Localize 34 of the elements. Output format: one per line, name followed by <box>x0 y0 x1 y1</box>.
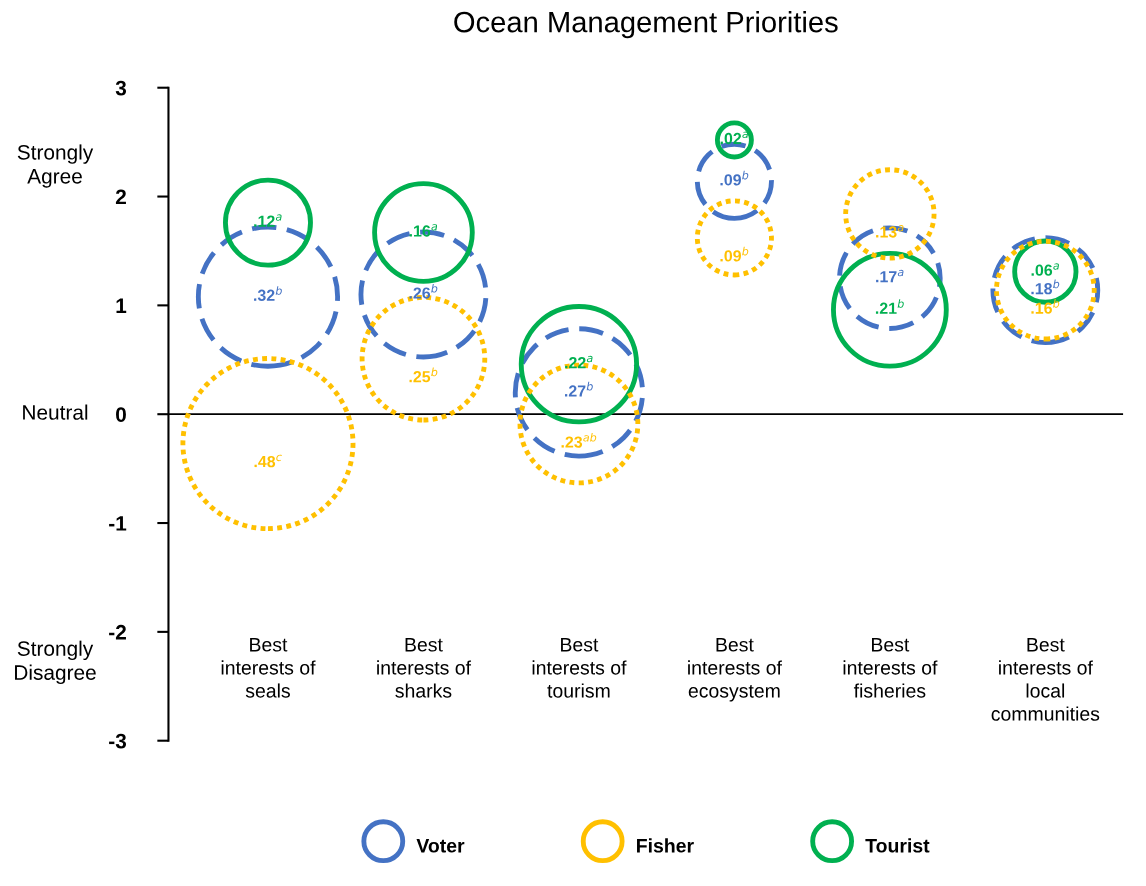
y-tick-label: 0 <box>116 407 126 422</box>
y-tick-label: -3 <box>109 733 127 749</box>
annotation: .23$^{ab}$ <box>561 432 597 448</box>
x-tick-label: Best interests of local communities <box>991 638 1100 721</box>
y-tick-label: 2 <box>115 189 126 205</box>
x-tick-label: Best interests of sharks <box>377 638 472 698</box>
y-tick-label: -1 <box>109 516 127 531</box>
annotation: .09$^{b}$ <box>720 170 749 186</box>
text: Strongly Agree <box>17 144 94 188</box>
annotation: .09$^{b}$ <box>720 246 749 262</box>
legend-label: Fisher <box>637 838 694 853</box>
annotation: .21$^{b}$ <box>875 299 904 314</box>
annotation: .25$^{b}$ <box>409 367 438 383</box>
text: Strongly Disagree <box>15 640 96 685</box>
x-tick-label: Best interests of tourism <box>532 638 627 698</box>
annotation: .26$^{b}$ <box>409 283 438 299</box>
legend-label: Voter <box>416 839 465 853</box>
y-tick-label: 3 <box>115 80 127 96</box>
x-tick-label: Best interests of ecosystem <box>688 638 782 702</box>
legend-label: Tourist <box>865 838 930 853</box>
annotation: .48$^{c}$ <box>254 454 282 468</box>
annotation: .12$^{a}$ <box>254 214 282 227</box>
annotation: .18$^{b}$ <box>1031 279 1060 295</box>
annotation: .32$^{b}$ <box>254 286 282 301</box>
y-tick-label: -2 <box>109 624 126 640</box>
annotation: .16$^{a}$ <box>409 224 438 237</box>
x-tick-label: Best interests of fisheries <box>843 638 938 698</box>
text: Neutral <box>23 404 88 420</box>
annotation: .17$^{a}$ <box>876 269 904 283</box>
annotation: .06$^{a}$ <box>1031 263 1059 276</box>
annotation: .27$^{b}$ <box>564 381 593 397</box>
x-tick-label: Best interests of seals <box>221 638 316 698</box>
chart-title: Ocean Management Priorities <box>454 11 838 39</box>
y-tick-label: 1 <box>116 298 127 313</box>
